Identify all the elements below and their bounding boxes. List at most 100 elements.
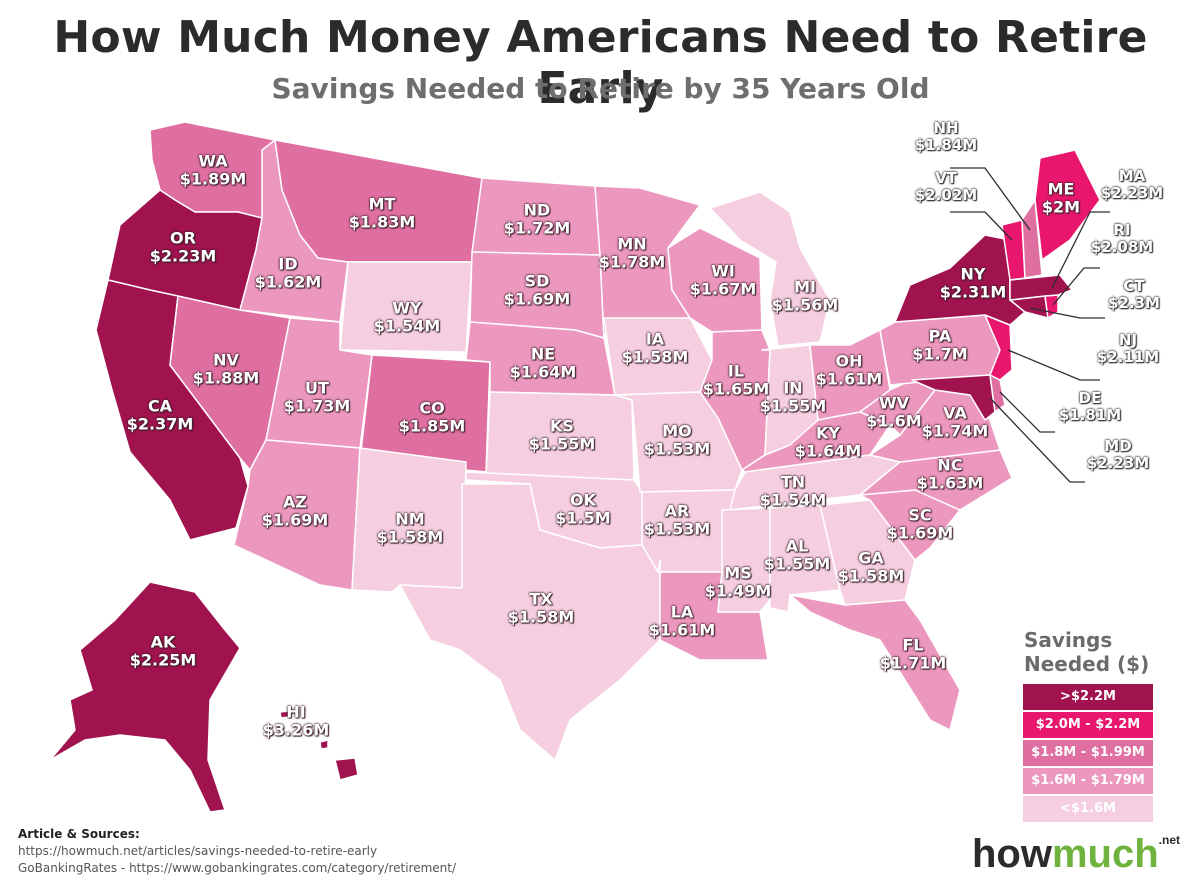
state-shape-tx: [399, 483, 661, 761]
state-value: $1.7M: [912, 344, 968, 363]
callout-abbr: NJ: [1118, 331, 1138, 349]
state-abbr: WY: [392, 298, 422, 318]
state-abbr: MI: [794, 277, 816, 297]
state-label-pa: PA $1.7M: [912, 327, 967, 362]
state-label-id: ID $1.62M: [255, 255, 322, 290]
state-label-mt: MT $1.83M: [349, 195, 416, 230]
sources-link-article[interactable]: https://howmuch.net/articles/savings-nee…: [18, 843, 378, 858]
state-value: $1.53M: [643, 439, 711, 458]
callout-label-nh: NH $1.84M: [914, 119, 978, 155]
legend-title: Savings Needed ($): [1024, 628, 1164, 676]
state-value: $1.89M: [179, 169, 247, 188]
legend-title-line1: Savings: [1024, 628, 1113, 652]
state-value: $1.67M: [689, 279, 757, 298]
state-abbr: WI: [711, 261, 735, 281]
state-abbr: ND: [523, 200, 551, 220]
state-value: $2.25M: [129, 650, 197, 669]
state-label-wy: WY $1.54M: [374, 299, 441, 334]
callout-abbr: MA: [1118, 167, 1146, 185]
state-abbr: WV: [878, 393, 910, 413]
callout-value: $1.81M: [1058, 406, 1122, 425]
state-abbr: NV: [213, 350, 239, 370]
state-value: $1.71M: [879, 653, 947, 672]
callout-abbr: VT: [935, 169, 957, 187]
state-shape-ks: [485, 391, 635, 481]
state-abbr: MO: [662, 421, 692, 441]
state-value: $1.58M: [837, 566, 905, 585]
state-abbr: MS: [724, 563, 752, 583]
sources-link-gobankingrates[interactable]: GoBankingRates - https://www.gobankingra…: [18, 860, 457, 875]
legend-item-tier4: $1.6M - $1.79M: [1023, 768, 1153, 794]
state-label-ak: AK $2.25M: [130, 633, 197, 668]
callout-value: $2.23M: [1086, 454, 1150, 473]
state-value: $1.53M: [643, 519, 711, 538]
state-label-ga: GA $1.58M: [838, 549, 905, 584]
state-label-la: LA $1.61M: [649, 603, 716, 638]
callout-value: $2.02M: [914, 186, 978, 205]
state-label-co: CO $1.85M: [399, 399, 466, 434]
state-abbr: OH: [835, 351, 863, 371]
callout-value: $2.11M: [1096, 348, 1160, 367]
page-subtitle: Savings Needed to Retire by 35 Years Old: [271, 72, 930, 105]
howmuch-logo[interactable]: howmuch.net: [972, 834, 1180, 874]
state-abbr: OK: [570, 490, 596, 510]
state-label-wa: WA $1.89M: [180, 152, 247, 187]
state-abbr: IA: [645, 329, 665, 349]
state-value: $1.72M: [503, 218, 571, 237]
leader-line-nh: [950, 167, 1031, 231]
state-label-fl: FL $1.71M: [880, 636, 947, 671]
state-abbr: TN: [780, 472, 806, 492]
state-value: $1.69M: [261, 510, 329, 529]
callout-label-de: DE $1.81M: [1058, 389, 1122, 425]
page-title: How Much Money Americans Need to Retire …: [53, 12, 1148, 114]
state-value: $2.37M: [126, 414, 194, 433]
state-label-il: IL $1.65M: [703, 362, 770, 397]
state-label-nc: NC $1.63M: [917, 456, 984, 491]
callout-value: $1.84M: [914, 136, 978, 155]
state-abbr: OR: [170, 228, 196, 248]
legend: >$2.2M $2.0M - $2.2M $1.8M - $1.99M $1.6…: [1023, 684, 1153, 824]
state-abbr: LA: [670, 602, 694, 622]
leader-line-ri: [1052, 267, 1100, 306]
state-abbr: NC: [937, 455, 963, 475]
callout-abbr: NH: [933, 119, 959, 137]
state-shape-hi: [279, 710, 359, 781]
state-value: $1.64M: [509, 362, 577, 381]
state-label-tx: TX $1.58M: [508, 590, 575, 625]
state-value: $1.54M: [373, 316, 441, 335]
state-abbr: ID: [278, 254, 298, 274]
state-label-ms: MS $1.49M: [705, 564, 772, 599]
callout-label-vt: VT $2.02M: [914, 169, 978, 205]
state-abbr: NM: [395, 509, 425, 529]
state-label-ia: IA $1.58M: [622, 330, 689, 365]
state-abbr: TX: [529, 589, 553, 609]
sources: Article & Sources: https://howmuch.net/a…: [18, 826, 578, 876]
state-label-ok: OK $1.5M: [555, 491, 610, 526]
state-value: $1.65M: [702, 379, 770, 398]
state-label-wi: WI $1.67M: [690, 262, 757, 297]
state-value: $1.83M: [348, 212, 416, 231]
state-label-wv: WV $1.6M: [866, 394, 921, 429]
state-value: $1.6M: [866, 411, 922, 430]
state-value: $1.58M: [621, 347, 689, 366]
state-value: $1.74M: [921, 421, 989, 440]
state-label-ks: KS $1.55M: [529, 417, 596, 452]
callout-abbr: DE: [1078, 389, 1102, 407]
state-label-in: IN $1.55M: [760, 379, 827, 414]
state-label-tn: TN $1.54M: [760, 473, 827, 508]
callout-abbr: CT: [1123, 277, 1145, 295]
state-value: $1.69M: [503, 289, 571, 308]
state-abbr: SC: [908, 505, 932, 525]
state-value: $1.69M: [886, 523, 954, 542]
state-label-sd: SD $1.69M: [504, 272, 571, 307]
legend-item-tier3: $1.8M - $1.99M: [1023, 740, 1153, 766]
callout-label-nj: NJ $2.11M: [1096, 331, 1160, 367]
state-label-oh: OH $1.61M: [816, 352, 883, 387]
state-shape-ma: [1009, 274, 1073, 301]
state-abbr: NE: [530, 344, 556, 364]
callout-label-md: MD $2.23M: [1086, 437, 1150, 473]
leader-line-ma: [1051, 211, 1110, 289]
state-value: $1.5M: [555, 508, 611, 527]
callout-value: $2.3M: [1108, 294, 1160, 313]
state-label-ut: UT $1.73M: [284, 379, 351, 414]
